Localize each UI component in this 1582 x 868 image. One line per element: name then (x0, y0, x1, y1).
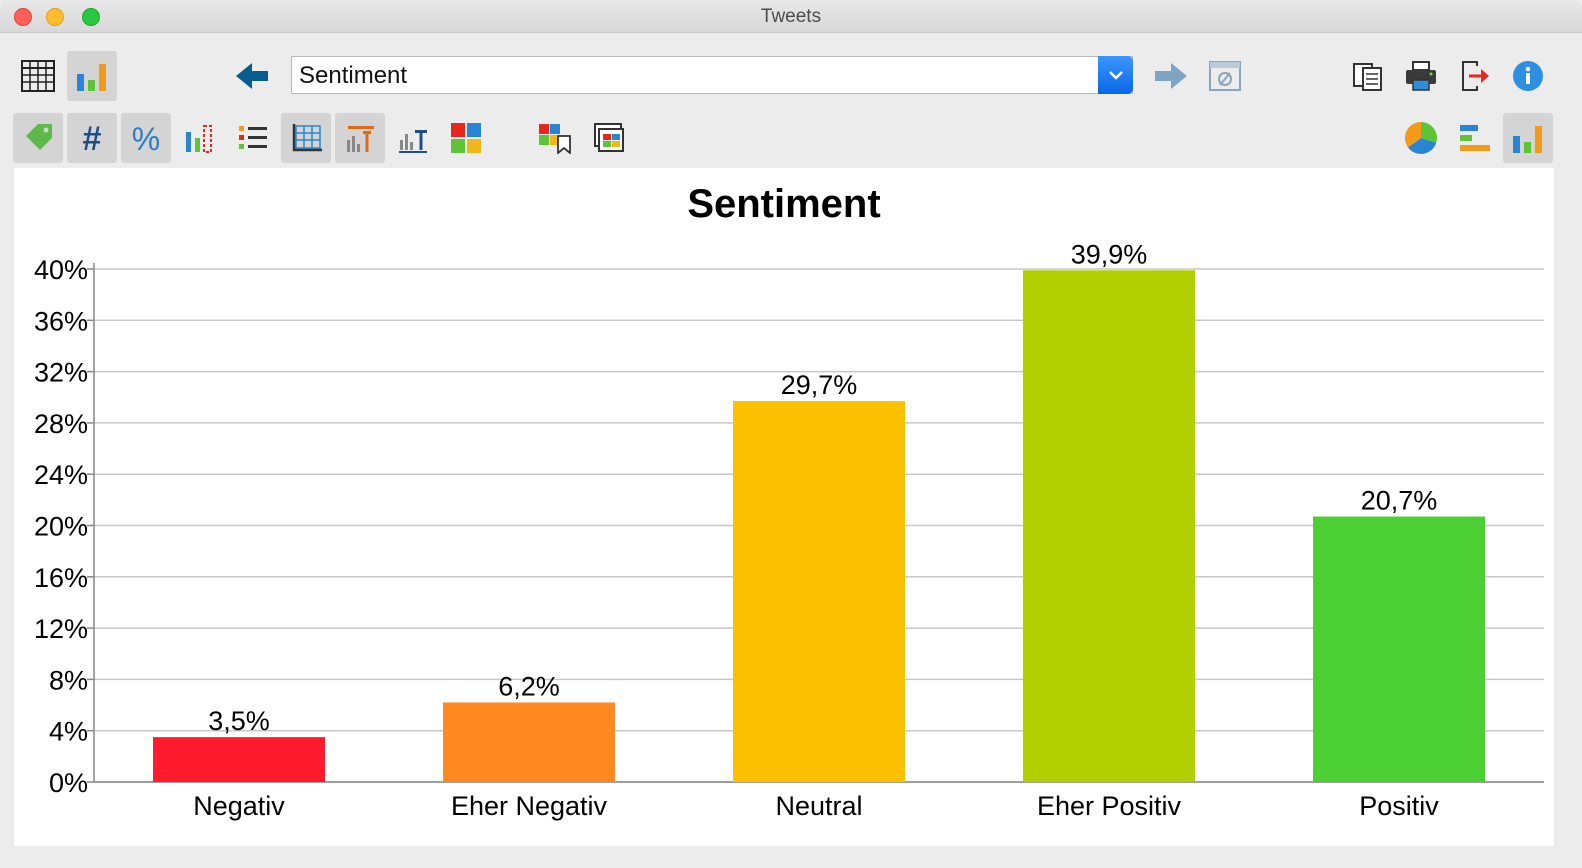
pie-chart-button[interactable] (1396, 113, 1446, 163)
y-tick-label: 40% (34, 255, 88, 285)
back-button[interactable] (227, 51, 277, 101)
percent-button[interactable]: % (121, 113, 171, 163)
chart-view-icon (77, 64, 106, 91)
pie-chart-icon (1404, 121, 1437, 155)
y-tick-label: 24% (34, 460, 88, 490)
copy-icon (1353, 63, 1382, 91)
info-icon (1513, 61, 1543, 91)
absolute-count-icon: # (83, 122, 102, 154)
x-tick-label: Positiv (1359, 791, 1439, 821)
info-button[interactable] (1503, 51, 1553, 101)
y-tick-label: 32% (34, 358, 88, 388)
bar-value-label: 3,5% (208, 706, 270, 736)
export-button[interactable] (1450, 51, 1500, 101)
y-tick-label: 12% (34, 614, 88, 644)
minimize-window-button[interactable] (46, 8, 64, 26)
x-tick-label: Neutral (775, 791, 862, 821)
svg-text:%: % (132, 122, 160, 154)
y-tick-label: 4% (49, 717, 88, 747)
y-tick-label: 16% (34, 563, 88, 593)
bookmark-icon (539, 124, 571, 154)
chart-view-button[interactable] (67, 51, 117, 101)
bar-value-label: 29,7% (781, 370, 858, 400)
grid-lines-button[interactable] (281, 113, 331, 163)
window-button[interactable] (584, 113, 634, 163)
vertical-bar-icon (1513, 126, 1542, 153)
labels-button[interactable] (13, 113, 63, 163)
bookmark-button[interactable] (530, 113, 580, 163)
bar-chart: 0% 4% 8% 12% 16% 20% 24% 28% 32% 36% 40% 3,5% Negati… (34, 239, 1544, 821)
forward-arrow-icon (1155, 63, 1187, 89)
y-tick-label: 36% (34, 306, 88, 336)
chart-title-button[interactable] (335, 113, 385, 163)
list-button[interactable] (228, 113, 278, 163)
chart-title: Sentiment (687, 182, 881, 226)
x-tick-label: Eher Positiv (1037, 791, 1182, 821)
close-window-button[interactable] (14, 8, 32, 26)
chart-panel: Sentiment 0% 4% 8% 12% 16% 20% 24% 28% 32% 36% 40%… (14, 168, 1554, 846)
y-tick-label: 20% (34, 512, 88, 542)
y-tick-label: 28% (34, 409, 88, 439)
variable-select[interactable]: Sentiment (291, 56, 1133, 94)
back-arrow-icon (236, 63, 268, 89)
bar-value-label: 39,9% (1071, 239, 1148, 269)
grid-lines-icon (292, 124, 322, 152)
bar (1313, 516, 1485, 782)
color-scheme-icon (451, 123, 481, 153)
variable-select-value: Sentiment (299, 62, 408, 89)
maximize-window-button[interactable] (82, 8, 100, 26)
title-bar: Tweets (0, 0, 1582, 33)
svg-text:#: # (83, 122, 102, 154)
vertical-bar-button[interactable] (1503, 113, 1553, 163)
list-icon (239, 126, 267, 149)
bar-value-label: 6,2% (498, 671, 560, 701)
axis-title-icon (399, 130, 427, 153)
bar (443, 702, 615, 782)
bar (153, 737, 325, 782)
no-filter-icon (1209, 61, 1241, 91)
absolute-count-button[interactable]: # (67, 113, 117, 163)
no-filter-button[interactable] (1200, 51, 1250, 101)
table-view-button[interactable] (13, 51, 63, 101)
x-tick-label: Eher Negativ (451, 791, 608, 821)
title-icon (347, 126, 374, 152)
x-tick-label: Negativ (193, 791, 285, 821)
y-tick-label: 8% (49, 665, 88, 695)
percent-icon: % (132, 122, 160, 154)
forward-button[interactable] (1146, 51, 1196, 101)
window-icon (594, 123, 624, 152)
y-tick-label: 0% (49, 768, 88, 798)
chevron-down-icon (1108, 71, 1123, 80)
copy-button[interactable] (1343, 51, 1393, 101)
horizontal-bar-icon (1460, 125, 1490, 151)
horizontal-bar-button[interactable] (1450, 113, 1500, 163)
missing-values-button[interactable] (174, 113, 224, 163)
bar (733, 401, 905, 782)
export-icon (1462, 61, 1489, 91)
table-view-icon (21, 60, 55, 92)
dropdown-button[interactable] (1098, 56, 1133, 94)
color-scheme-button[interactable] (441, 113, 491, 163)
bar-value-label: 20,7% (1361, 486, 1438, 516)
print-icon (1406, 61, 1436, 91)
axis-title-button[interactable] (388, 113, 438, 163)
tag-icon (26, 124, 52, 150)
window-title: Tweets (760, 6, 822, 27)
bar (1023, 270, 1195, 782)
print-button[interactable] (1396, 51, 1446, 101)
missing-values-icon (186, 125, 212, 153)
